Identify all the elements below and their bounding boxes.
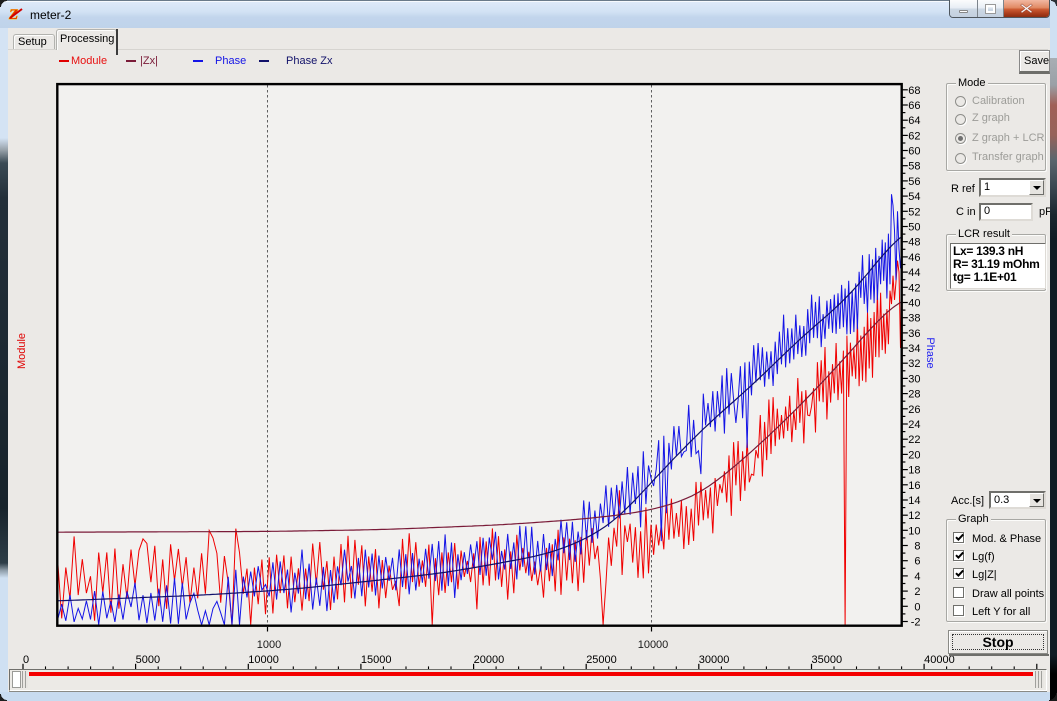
svg-text:46: 46 bbox=[908, 252, 920, 264]
svg-text:68: 68 bbox=[908, 85, 920, 97]
svg-text:56: 56 bbox=[908, 176, 920, 188]
svg-text:2: 2 bbox=[914, 586, 920, 598]
svg-text:6: 6 bbox=[914, 556, 920, 568]
svg-text:24: 24 bbox=[908, 419, 920, 431]
svg-text:54: 54 bbox=[908, 191, 920, 203]
svg-text:25000: 25000 bbox=[586, 654, 617, 666]
svg-text:18: 18 bbox=[908, 465, 920, 477]
svg-text:10000: 10000 bbox=[248, 654, 279, 666]
svg-text:58: 58 bbox=[908, 161, 920, 173]
svg-text:14: 14 bbox=[908, 495, 920, 507]
svg-text:40: 40 bbox=[908, 298, 920, 310]
svg-text:10: 10 bbox=[908, 525, 920, 537]
svg-text:48: 48 bbox=[908, 237, 920, 249]
svg-text:0: 0 bbox=[914, 601, 920, 613]
svg-text:30: 30 bbox=[908, 373, 920, 385]
svg-text:5000: 5000 bbox=[136, 654, 160, 666]
svg-text:30000: 30000 bbox=[699, 654, 730, 666]
svg-text:36: 36 bbox=[908, 328, 920, 340]
svg-text:62: 62 bbox=[908, 130, 920, 142]
svg-text:16: 16 bbox=[908, 480, 920, 492]
svg-text:28: 28 bbox=[908, 389, 920, 401]
svg-text:4: 4 bbox=[914, 571, 920, 583]
svg-text:50: 50 bbox=[908, 222, 920, 234]
svg-text:22: 22 bbox=[908, 434, 920, 446]
svg-text:52: 52 bbox=[908, 206, 920, 218]
svg-text:34: 34 bbox=[908, 343, 920, 355]
svg-text:15000: 15000 bbox=[361, 654, 392, 666]
svg-text:26: 26 bbox=[908, 404, 920, 416]
svg-text:20000: 20000 bbox=[474, 654, 505, 666]
svg-text:-2: -2 bbox=[911, 617, 921, 629]
svg-text:20: 20 bbox=[908, 449, 920, 461]
svg-text:32: 32 bbox=[908, 358, 920, 370]
svg-text:38: 38 bbox=[908, 313, 920, 325]
svg-text:60: 60 bbox=[908, 146, 920, 158]
svg-text:64: 64 bbox=[908, 115, 920, 127]
svg-text:12: 12 bbox=[908, 510, 920, 522]
svg-text:66: 66 bbox=[908, 100, 920, 112]
svg-text:44: 44 bbox=[908, 267, 920, 279]
svg-text:1000: 1000 bbox=[257, 639, 281, 651]
svg-text:40000: 40000 bbox=[924, 654, 955, 666]
svg-text:10000: 10000 bbox=[638, 639, 669, 651]
svg-text:42: 42 bbox=[908, 282, 920, 294]
svg-text:35000: 35000 bbox=[812, 654, 843, 666]
svg-text:0: 0 bbox=[23, 654, 29, 666]
svg-text:8: 8 bbox=[914, 541, 920, 553]
